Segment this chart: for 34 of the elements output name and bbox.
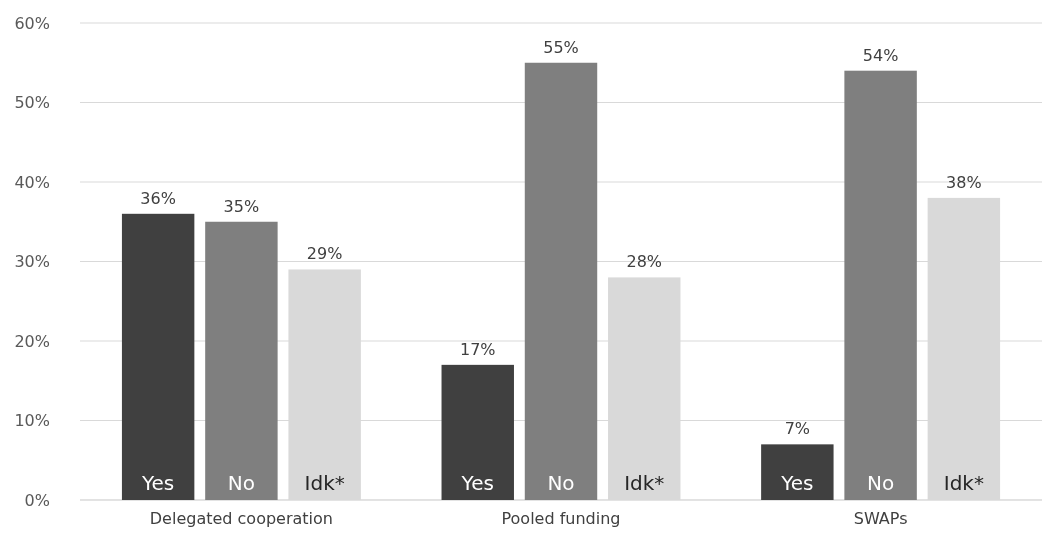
series-label: No <box>227 471 255 495</box>
bar <box>844 70 917 500</box>
data-label: 28% <box>626 252 663 272</box>
data-label: 55% <box>543 37 579 57</box>
text: Yes <box>461 471 494 495</box>
bar <box>121 213 195 500</box>
bar <box>524 62 598 500</box>
bar <box>441 364 514 500</box>
text: No <box>867 471 895 495</box>
x-tick-label: Delegated cooperation <box>149 509 333 528</box>
text: Idk* <box>943 471 984 495</box>
y-tick-label: 40% <box>14 172 50 192</box>
y-tick-label: 0% <box>24 490 50 510</box>
y-tick-label: 10% <box>14 411 50 431</box>
data-label: 36% <box>140 188 176 208</box>
data-label: 54% <box>862 45 899 65</box>
text: No <box>547 471 575 495</box>
data-label: 38% <box>946 172 982 192</box>
y-tick-label: 50% <box>14 93 50 113</box>
data-label: 17% <box>459 339 496 359</box>
x-tick-label: Pooled funding <box>501 509 621 528</box>
data-label: 7% <box>784 419 811 439</box>
y-tick-label: 60% <box>14 13 50 33</box>
bar <box>205 221 278 500</box>
text: Idk* <box>624 471 665 495</box>
y-tick-label: 30% <box>14 252 50 272</box>
bar <box>761 444 834 500</box>
data-label: 35% <box>223 196 260 216</box>
y-tick-label: 20% <box>14 331 50 351</box>
text: Yes <box>781 471 814 495</box>
x-tick-label: SWAPs <box>853 509 908 528</box>
series-label: Yes <box>140 471 175 495</box>
series-label: Idk* <box>304 471 345 495</box>
data-label: 29% <box>306 244 343 264</box>
